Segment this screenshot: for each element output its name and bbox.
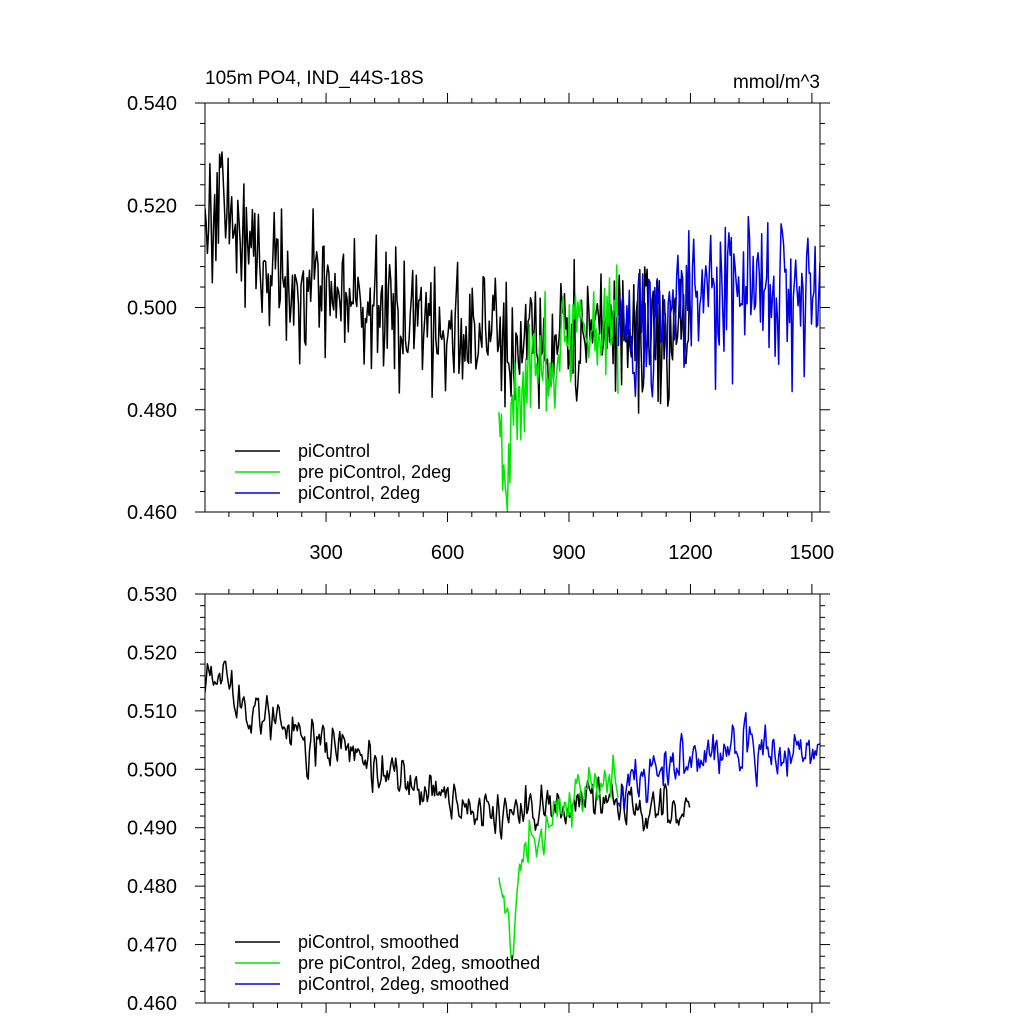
series-line-3 [617, 215, 820, 398]
legend-label-1: piControl [298, 441, 370, 461]
y-tick-label: 0.530 [127, 584, 177, 606]
series-group [205, 151, 820, 512]
series-line-3 [617, 712, 820, 810]
y-tick-label: 0.470 [127, 935, 177, 957]
legend-label-1: piControl, smoothed [298, 932, 459, 952]
series-line-1 [205, 660, 691, 840]
y-tick-label: 0.460 [127, 993, 177, 1015]
top-panel: 0.460 0.480 0.500 0.520 0.540 300 600 900 1200 15… [127, 93, 834, 564]
series-group [205, 660, 820, 962]
y-tick-label: 0.520 [127, 195, 177, 217]
legend-label-2: pre piControl, 2deg [298, 462, 451, 482]
y-tick-label: 0.480 [127, 400, 177, 422]
series-line-2 [498, 264, 619, 512]
x-tick-label: 1500 [790, 542, 835, 564]
series-line-2 [498, 754, 619, 962]
units-label: mmol/m^3 [733, 72, 820, 93]
legend-label-2: pre piControl, 2deg, smoothed [298, 953, 540, 973]
x-tick-label: 1200 [668, 542, 713, 564]
x-tick-label: 600 [431, 542, 464, 564]
y-tick-label: 0.540 [127, 93, 177, 115]
bottom-panel: 0.460 0.470 0.480 0.490 0.500 0.510 0.520 0.530… [127, 584, 830, 1015]
y-tick-label: 0.510 [127, 701, 177, 723]
legend-label-3: piControl, 2deg, smoothed [298, 974, 509, 994]
axis-ticks [195, 584, 830, 1013]
y-tick-label: 0.500 [127, 759, 177, 781]
y-tick-label: 0.480 [127, 876, 177, 898]
y-tick-label: 0.460 [127, 502, 177, 524]
legend-label-3: piControl, 2deg [298, 483, 420, 503]
y-tick-label: 0.520 [127, 642, 177, 664]
chart-title: 105m PO4, IND_44S-18S [205, 68, 424, 89]
x-tick-label: 300 [309, 542, 342, 564]
axis-ticks [195, 93, 830, 522]
y-tick-label: 0.500 [127, 298, 177, 320]
plot-frame [204, 593, 821, 1004]
x-tick-label: 900 [552, 542, 585, 564]
y-tick-label: 0.490 [127, 818, 177, 840]
